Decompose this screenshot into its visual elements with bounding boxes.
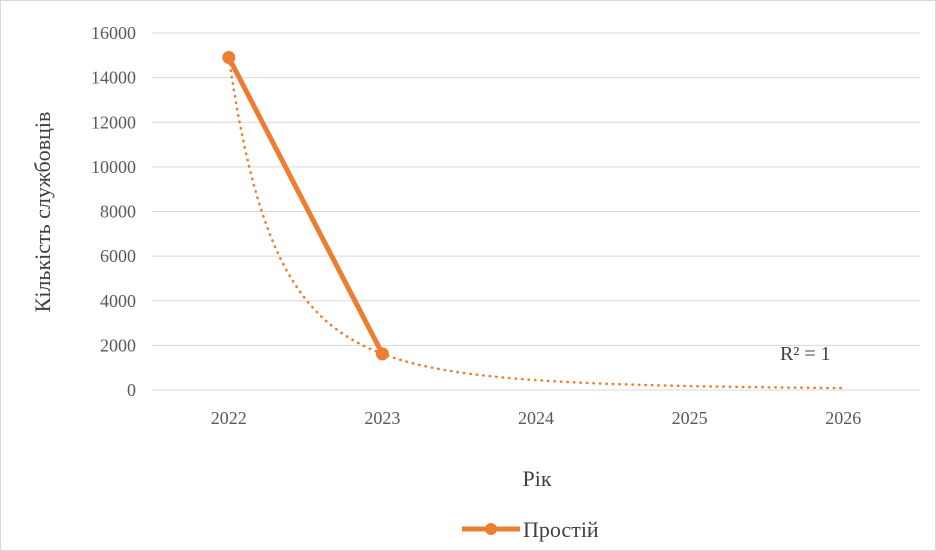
legend: Простій: [462, 517, 599, 542]
x-tick-label: 2022: [211, 408, 247, 428]
y-tick-label: 16000: [91, 23, 136, 43]
x-tick-label: 2023: [364, 408, 400, 428]
series-line: [226, 55, 385, 357]
data-point: [375, 347, 389, 361]
y-tick-label: 2000: [100, 335, 136, 355]
y-axis-title: Кількість службовців: [30, 112, 55, 313]
x-tick-label: 2025: [672, 408, 708, 428]
series-points: [222, 51, 389, 361]
series-line-path: [226, 55, 385, 357]
y-tick-label: 10000: [91, 157, 136, 177]
data-point: [222, 51, 236, 65]
x-axis-ticks: 2022 2023 2024 2025 2026: [211, 408, 861, 428]
y-tick-label: 0: [127, 380, 136, 400]
y-tick-label: 14000: [91, 68, 136, 88]
gridlines: [152, 32, 920, 391]
trendline-r2-label: R² = 1: [780, 343, 831, 365]
trendline: [227, 56, 845, 390]
y-tick-label: 6000: [100, 246, 136, 266]
trendline-path: [227, 56, 845, 390]
y-tick-label: 8000: [100, 202, 136, 222]
y-axis-ticks: 0 2000 4000 6000 8000 10000 12000 14000 16000: [91, 23, 136, 400]
x-axis-title: Рік: [522, 466, 551, 491]
y-tick-label: 4000: [100, 291, 136, 311]
x-tick-label: 2026: [825, 408, 861, 428]
x-tick-label: 2024: [518, 408, 554, 428]
legend-label-series: Простій: [523, 517, 599, 542]
legend-marker-swatch: [485, 523, 497, 535]
y-tick-label: 12000: [91, 112, 136, 132]
